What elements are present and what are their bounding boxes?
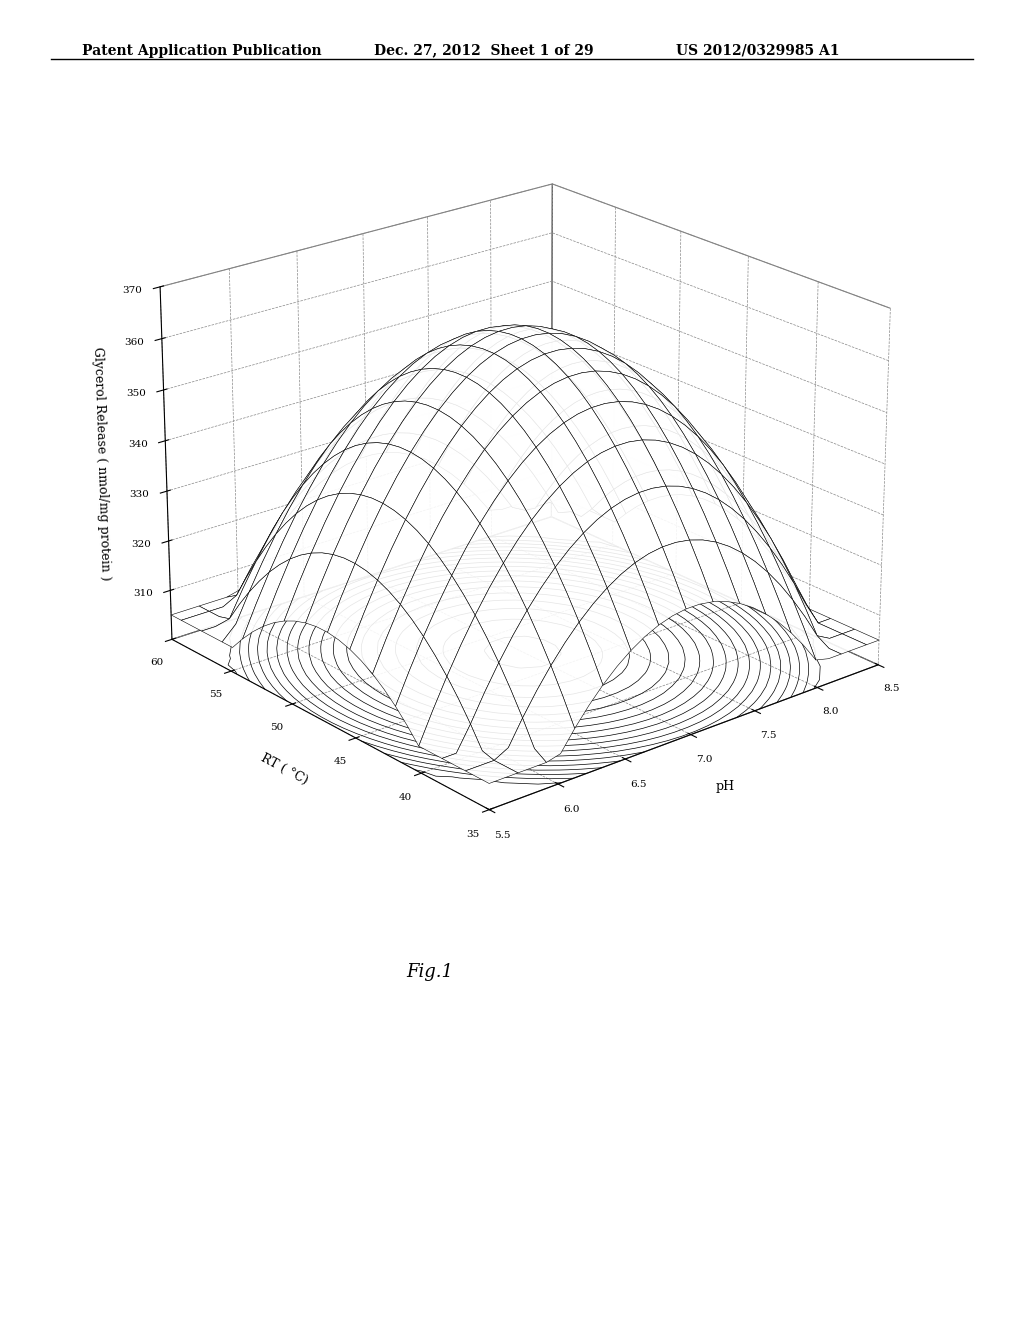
Y-axis label: RT ( °C): RT ( °C) (258, 751, 310, 787)
Text: Dec. 27, 2012  Sheet 1 of 29: Dec. 27, 2012 Sheet 1 of 29 (374, 44, 593, 58)
Text: Fig.1: Fig.1 (407, 962, 454, 981)
Text: Patent Application Publication: Patent Application Publication (82, 44, 322, 58)
X-axis label: pH: pH (715, 780, 734, 793)
Text: US 2012/0329985 A1: US 2012/0329985 A1 (676, 44, 840, 58)
